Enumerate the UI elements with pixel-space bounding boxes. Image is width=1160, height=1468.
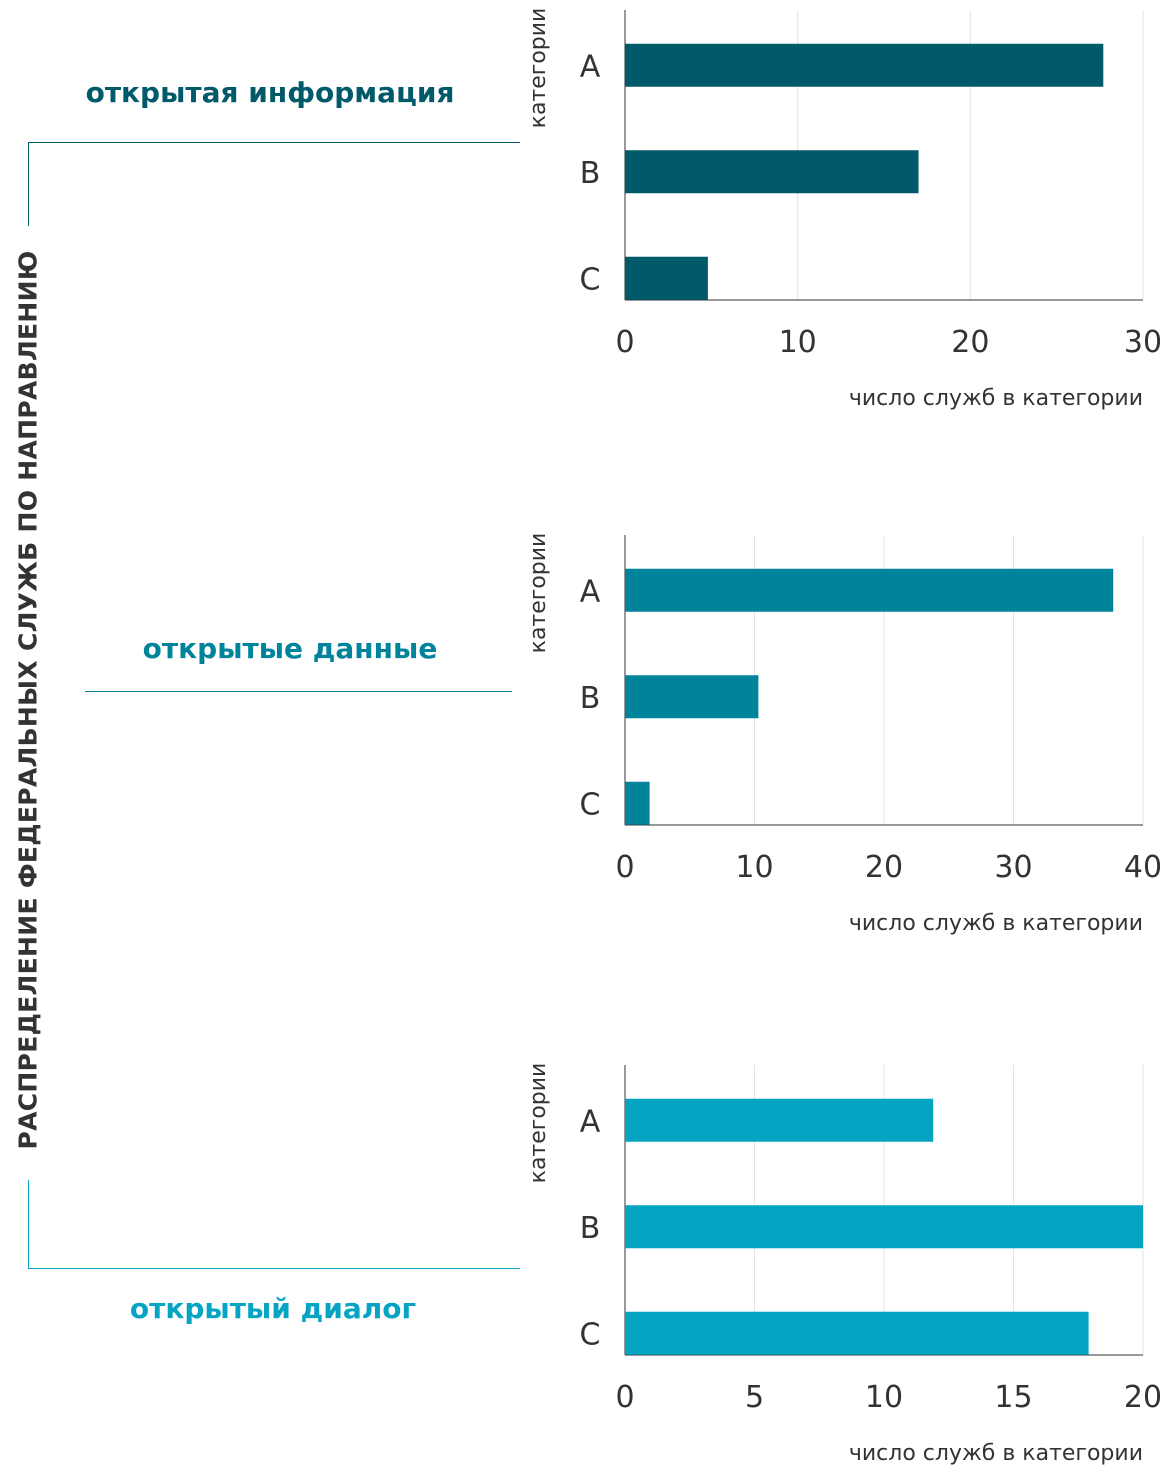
bar-B [625,150,919,194]
x-tick-label: 20 [951,325,989,360]
y-axis-label: категории [526,1063,551,1184]
bar-B [625,1205,1143,1249]
y-axis-label: категории [526,8,551,129]
bar-A [625,43,1104,87]
connector-line-dialog [28,1268,520,1269]
category-label: B [580,156,601,191]
category-label: C [580,262,601,297]
category-label: C [580,787,601,822]
x-tick-label: 10 [779,325,817,360]
bar-C [625,781,650,825]
category-label: B [580,1211,601,1246]
bar-A [625,568,1114,612]
page-title-text: РАСПРЕДЕЛЕНИЕ ФЕДЕРАЛЬНЫХ СЛУЖБ ПО НАПРА… [13,244,43,1156]
category-label: A [580,574,601,609]
x-tick-label: 40 [1124,850,1160,885]
connector-line-data [85,691,512,692]
x-tick-label: 0 [615,1380,634,1415]
category-label: B [580,681,601,716]
x-tick-label: 0 [615,325,634,360]
x-tick-label: 30 [1124,325,1160,360]
x-tick-label: 30 [994,850,1032,885]
bar-C [625,1311,1089,1355]
x-axis-label: число служб в категории [849,386,1143,411]
x-axis-label: число служб в категории [849,911,1143,936]
category-label: A [580,49,601,84]
bar-B [625,675,759,719]
bar-C [625,256,708,300]
x-tick-label: 10 [865,1380,903,1415]
bracket-line-left-bottom [28,1180,29,1269]
x-tick-label: 20 [865,850,903,885]
x-tick-label: 0 [615,850,634,885]
x-tick-label: 15 [994,1380,1032,1415]
x-axis-label: число служб в категории [849,1441,1143,1466]
x-tick-label: 10 [735,850,773,885]
section-label-information: открытая информация [85,76,455,109]
x-tick-label: 5 [745,1380,764,1415]
section-label-dialog: открытый диалог [129,1292,417,1325]
y-axis-label: категории [526,533,551,654]
section-label-data: открытые данные [142,632,438,665]
category-label: C [580,1317,601,1352]
bar-A [625,1098,934,1142]
bracket-line-left-top [28,142,29,226]
category-label: A [580,1104,601,1139]
connector-line-information [28,142,520,143]
x-tick-label: 20 [1124,1380,1160,1415]
